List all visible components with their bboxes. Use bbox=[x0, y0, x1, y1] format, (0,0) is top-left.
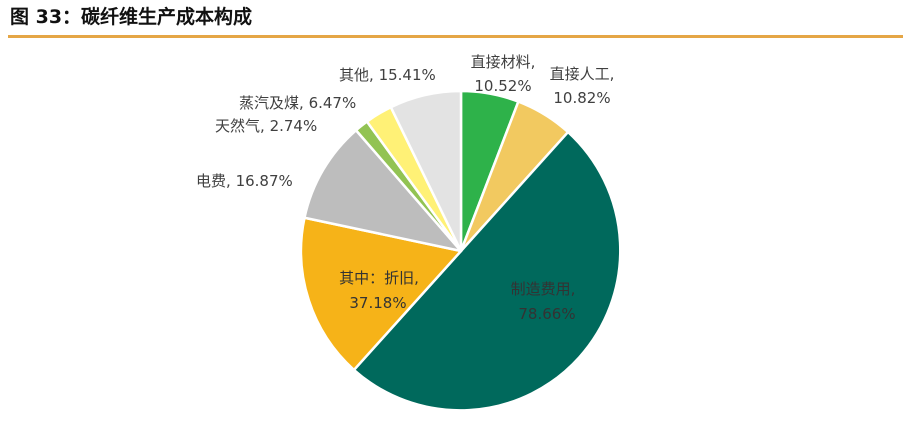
figure-title: 图 33：碳纤维生产成本构成 bbox=[10, 6, 253, 28]
slice-label-depreciation: 其中：折旧, bbox=[339, 269, 419, 287]
slice-label-manufacturing: 制造费用, bbox=[511, 280, 576, 298]
slice-value-depreciation: 37.18% bbox=[349, 294, 406, 312]
slice-value-direct-material: 10.52% bbox=[474, 77, 531, 95]
slice-value-manufacturing: 78.66% bbox=[518, 305, 575, 323]
slice-label-natural-gas: 天然气, 2.74% bbox=[215, 117, 317, 135]
pie-slice-other bbox=[389, 89, 463, 253]
slice-label-electricity: 电费, 16.87% bbox=[196, 172, 293, 190]
slice-label-other: 其他, 15.41% bbox=[339, 66, 436, 84]
pie-slice-depreciation bbox=[299, 216, 463, 372]
pie-slice-electricity bbox=[303, 129, 463, 253]
slice-label-direct-material: 直接材料, bbox=[471, 53, 536, 71]
slice-value-direct-labor: 10.82% bbox=[553, 89, 610, 107]
slice-label-steam-coal: 蒸汽及煤, 6.47% bbox=[239, 94, 356, 112]
title-underline bbox=[8, 35, 903, 38]
slice-label-direct-labor: 直接人工, bbox=[550, 65, 615, 83]
pie-slices bbox=[299, 89, 622, 412]
pie-slice-manufacturing bbox=[352, 130, 622, 412]
pie-labels: 直接材料, 10.52% 直接人工, 10.82% 制造费用, 78.66% 其… bbox=[196, 53, 614, 323]
